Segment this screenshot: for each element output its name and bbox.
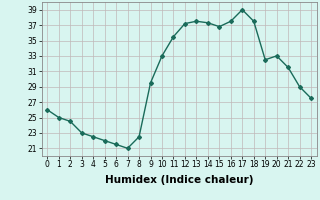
X-axis label: Humidex (Indice chaleur): Humidex (Indice chaleur) [105, 175, 253, 185]
